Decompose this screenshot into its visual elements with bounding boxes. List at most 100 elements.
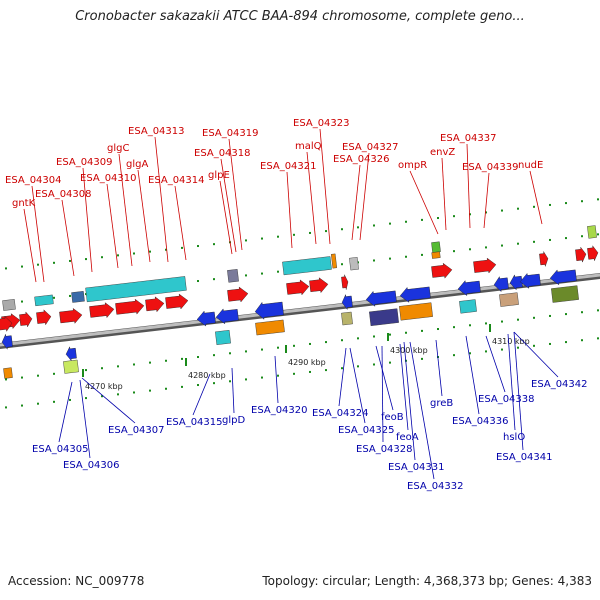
- bottom-inner-tick: [389, 333, 391, 336]
- forward-gene-11: [431, 262, 453, 279]
- forward-gene-4: [115, 298, 145, 315]
- top-inner-tick: [485, 246, 487, 249]
- cyan-feature-block: [459, 299, 477, 314]
- bottom-guide-tick: [597, 337, 599, 340]
- genome-summary: Topology: circular; Length: 4,368,373 bp…: [262, 574, 592, 588]
- bottom-inner-tick: [133, 363, 135, 366]
- bottom-guide-tick: [149, 389, 151, 392]
- bottom-guide-tick: [373, 363, 375, 366]
- leader-line-top: [174, 185, 187, 261]
- gene-label-top: ESA_04319: [202, 128, 259, 139]
- scale-label: 4310 kbp: [492, 337, 530, 346]
- gene-label-bottom: ESA_04306: [63, 460, 120, 471]
- bottom-guide-tick: [245, 378, 247, 381]
- forward-gene-6: [165, 293, 189, 310]
- gene-label-bottom: hslO: [503, 432, 525, 443]
- green-feature-block: [431, 241, 441, 253]
- top-guide-tick: [261, 237, 263, 240]
- reverse-gene-7: [493, 276, 509, 293]
- gene-label-top: envZ: [430, 147, 455, 158]
- cyan-feature-block: [34, 294, 54, 307]
- bottom-guide-tick: [309, 370, 311, 373]
- top-inner-tick: [261, 272, 263, 275]
- top-guide-tick: [37, 263, 39, 266]
- reverse-gene-3: [341, 293, 353, 311]
- leader-line-top: [409, 170, 439, 235]
- bottom-guide-tick: [325, 369, 327, 372]
- gene-label-bottom: ESA_04332: [407, 481, 464, 492]
- forward-gene-10: [341, 274, 349, 290]
- bottom-inner-tick: [325, 341, 327, 344]
- bottom-guide-tick: [533, 344, 535, 347]
- top-guide-tick: [85, 258, 87, 261]
- leader-line-bottom: [338, 347, 347, 407]
- gene-label-top: ESA_04323: [293, 118, 350, 129]
- top-guide-tick: [21, 265, 23, 268]
- top-guide-tick: [597, 198, 599, 201]
- leader-line-bottom: [81, 377, 136, 424]
- top-guide-tick: [293, 233, 295, 236]
- top-inner-tick: [421, 253, 423, 256]
- top-inner-tick: [469, 248, 471, 251]
- leader-line-top: [306, 151, 317, 245]
- bottom-inner-tick: [53, 372, 55, 375]
- orange-feature-block: [255, 319, 285, 336]
- top-guide-tick: [373, 224, 375, 227]
- gene-label-bottom: ESA_04338: [478, 394, 535, 405]
- top-inner-tick: [53, 296, 55, 299]
- bottom-guide-tick: [117, 393, 119, 396]
- leader-line-bottom: [399, 343, 409, 431]
- olive-feature-block: [551, 285, 579, 303]
- leader-line-top: [359, 152, 370, 241]
- top-guide-tick: [181, 246, 183, 249]
- top-inner-tick: [341, 263, 343, 266]
- gene-label-bottom: ESA_04342: [531, 379, 588, 390]
- forward-gene-15: [587, 245, 599, 262]
- leader-line-top: [137, 169, 151, 263]
- top-inner-tick: [581, 235, 583, 238]
- bottom-inner-tick: [197, 356, 199, 359]
- bottom-inner-tick: [453, 326, 455, 329]
- leader-line-top: [228, 138, 243, 251]
- top-guide-tick: [133, 252, 135, 255]
- bottom-inner-tick: [261, 348, 263, 351]
- top-guide-tick: [69, 259, 71, 262]
- bottom-inner-tick: [421, 329, 423, 332]
- top-guide-tick: [245, 239, 247, 242]
- bottom-guide-tick: [5, 406, 7, 409]
- top-inner-tick: [197, 280, 199, 283]
- top-inner-tick: [501, 244, 503, 247]
- top-guide-tick: [325, 230, 327, 233]
- forward-gene-9: [309, 277, 329, 294]
- top-guide-tick: [53, 261, 55, 264]
- leader-line-top: [441, 157, 447, 231]
- forward-gene-3: [89, 302, 115, 319]
- gene-label-top: ESA_04337: [440, 133, 497, 144]
- forward-gene-13: [539, 251, 549, 267]
- forward-gene-5: [145, 296, 165, 313]
- gene-label-top: glgA: [126, 159, 148, 170]
- top-guide-tick: [117, 254, 119, 257]
- top-guide-tick: [549, 203, 551, 206]
- bottom-guide-tick: [85, 397, 87, 400]
- bottom-guide-tick: [197, 384, 199, 387]
- leader-line-top: [286, 171, 293, 249]
- bottom-guide-tick: [565, 341, 567, 344]
- bottom-inner-tick: [181, 357, 183, 360]
- top-guide-tick: [389, 222, 391, 225]
- bottom-inner-tick: [85, 369, 87, 372]
- bottom-guide-tick: [581, 339, 583, 342]
- gene-label-top: gntK: [12, 198, 36, 209]
- bottom-inner-tick: [373, 335, 375, 338]
- bottom-guide-tick: [293, 372, 295, 375]
- gene-label-top: ESA_04304: [5, 175, 62, 186]
- gene-label-top: ESA_04321: [260, 161, 317, 172]
- top-guide-tick: [5, 267, 7, 270]
- gene-label-top: ESA_04313: [128, 126, 185, 137]
- gene-label-top: ESA_04318: [194, 148, 251, 159]
- top-inner-tick: [389, 257, 391, 260]
- top-guide-tick: [149, 250, 151, 253]
- scale-label: 4280 kbp: [188, 371, 226, 380]
- leader-line-bottom: [231, 367, 235, 414]
